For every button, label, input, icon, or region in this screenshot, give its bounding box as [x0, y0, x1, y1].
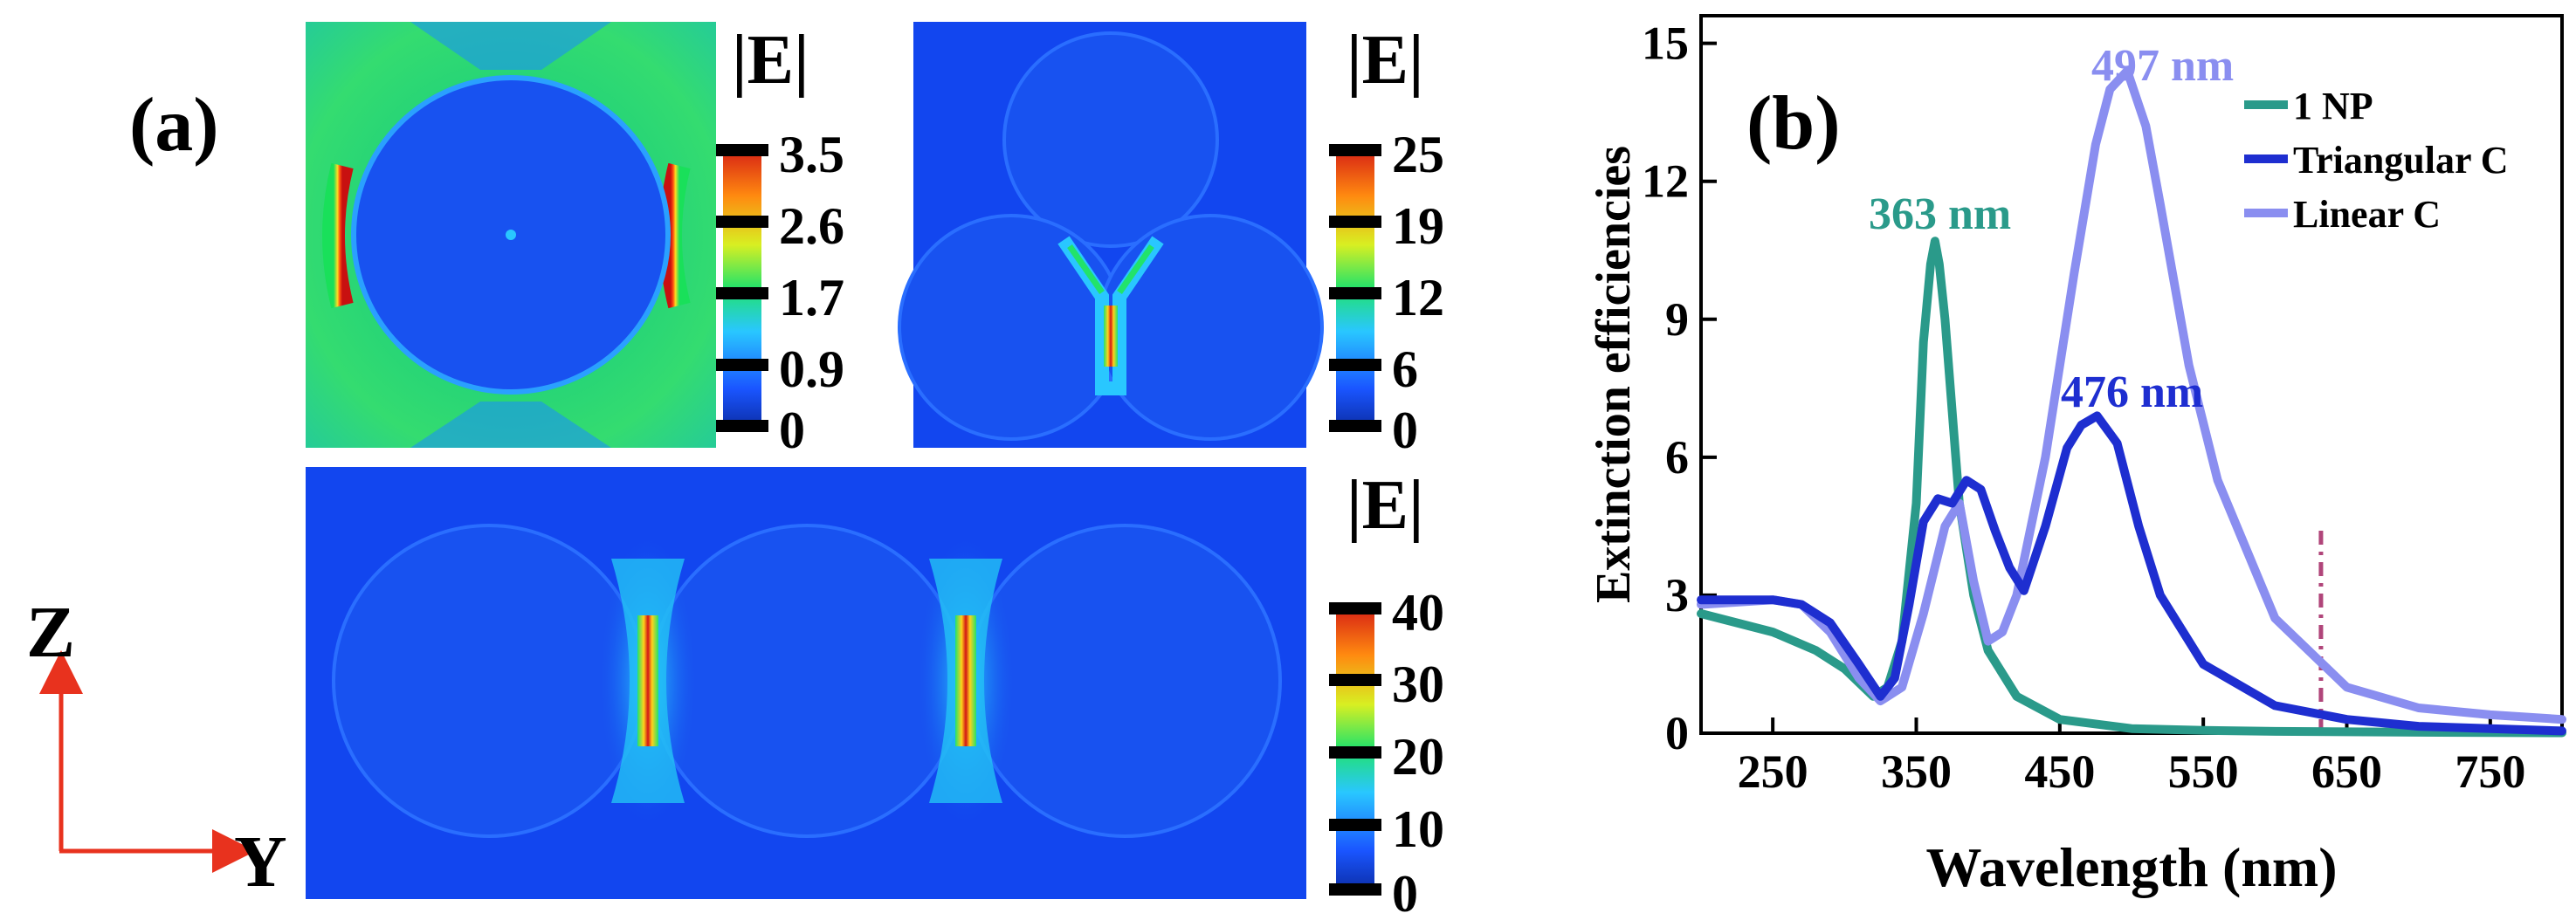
y-tick-label: 12 — [1642, 155, 1689, 208]
plot-frame — [1699, 14, 2564, 735]
z-axis-label: Z — [26, 592, 75, 673]
colorbar-1-tick-label: 3.5 — [779, 126, 844, 183]
y-axis-label: Y — [234, 821, 287, 903]
x-tick-label: 650 — [2311, 745, 2382, 798]
colorbar-3-tick-label: 0 — [1392, 865, 1418, 920]
colorbar-3-tick-label: 20 — [1392, 728, 1444, 786]
y-tick-label: 9 — [1665, 293, 1689, 346]
peak-annotation: 363 nm — [1869, 189, 2011, 239]
colorbar-3-ticks — [1329, 602, 1381, 896]
panel-b-label: (b) — [1746, 81, 1841, 166]
field-map-single-np — [306, 22, 716, 448]
legend: 1 NP Triangular C Linear C — [2244, 85, 2509, 236]
colorbar-3-title: |E| — [1347, 467, 1424, 544]
colorbar-2-tick-label: 19 — [1392, 197, 1444, 255]
y-tick-label: 0 — [1665, 707, 1689, 759]
peak-annotation: 476 nm — [2061, 367, 2203, 417]
colorbar-3-tick-label: 30 — [1392, 656, 1444, 713]
x-tick-label: 750 — [2455, 745, 2525, 798]
colorbar-map-1: |E| 3.5 2.6 1.7 0.9 0 — [716, 22, 844, 459]
legend-label: Linear C — [2293, 193, 2441, 236]
colorbar-1-tick-label: 2.6 — [779, 197, 844, 255]
colorbar-2-tick-label: 12 — [1392, 269, 1444, 326]
colorbar-3-tick-label: 10 — [1392, 800, 1444, 858]
peak-annotations: 363 nm 476 nm 497 nm — [1869, 41, 2234, 417]
x-tick-label: 450 — [2024, 745, 2095, 798]
colorbar-2-ticks — [1329, 144, 1381, 432]
series-line-triangular-c — [1697, 411, 2566, 736]
y-tick-label: 15 — [1642, 17, 1689, 70]
colorbar-1-tick-label: 0 — [779, 402, 805, 459]
x-tick-label: 350 — [1881, 745, 1952, 798]
colorbar-map-2: |E| 25 19 12 6 0 — [1329, 22, 1444, 459]
colorbar-3-tick-label: 40 — [1392, 584, 1444, 642]
field-map-triangular — [898, 22, 1324, 448]
colorbar-2-tick-label: 0 — [1392, 402, 1418, 459]
colorbar-2-tick-label: 25 — [1392, 126, 1444, 183]
peak-annotation: 497 nm — [2091, 41, 2234, 91]
axis-ticks: 250 350 450 550 650 750 0 3 6 9 12 15 — [1642, 17, 2525, 798]
field-map-linear — [306, 467, 1306, 899]
panel-a-label: (a) — [129, 83, 219, 168]
y-axis-title: Extinction efficiencies — [1587, 146, 1641, 603]
y-tick-label: 6 — [1665, 431, 1689, 484]
y-tick-label: 3 — [1665, 569, 1689, 621]
series-line-linear-c — [1697, 66, 2566, 724]
colorbar-2-title: |E| — [1347, 22, 1424, 99]
series-layer — [1697, 66, 2566, 738]
legend-label: 1 NP — [2293, 85, 2373, 127]
colorbar-1-ticks — [716, 144, 768, 432]
axes-indicator: Z Y — [26, 592, 287, 903]
colorbar-1-title: |E| — [732, 22, 809, 99]
x-axis-title: Wavelength (nm) — [1925, 836, 2337, 898]
x-tick-label: 550 — [2168, 745, 2239, 798]
colorbar-1-tick-label: 0.9 — [779, 340, 844, 398]
colorbar-2-tick-label: 6 — [1392, 340, 1418, 398]
colorbar-map-3: |E| 40 30 20 10 0 — [1329, 467, 1444, 920]
extinction-chart: (b) 250 350 450 550 650 750 0 3 6 9 12 15 1 NP Trian… — [1587, 14, 2566, 898]
x-tick-label: 250 — [1738, 745, 1808, 798]
colorbar-1-tick-label: 1.7 — [779, 269, 844, 326]
legend-label: Triangular C — [2293, 139, 2509, 182]
